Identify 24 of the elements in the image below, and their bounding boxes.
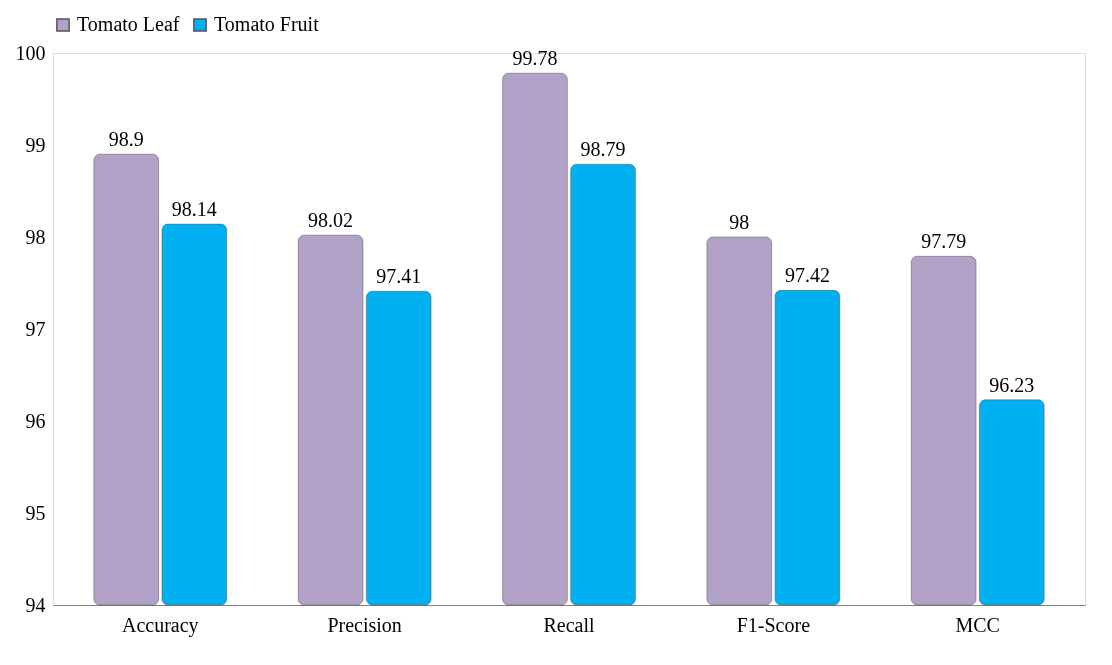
legend-label: Tomato Leaf bbox=[77, 13, 180, 35]
legend-label: Tomato Fruit bbox=[214, 13, 320, 35]
data-label: 98.79 bbox=[580, 138, 626, 161]
data-label: 97.79 bbox=[921, 230, 967, 253]
data-label: 99.78 bbox=[512, 47, 558, 70]
y-tick-label: 100 bbox=[15, 41, 46, 64]
x-tick-label: MCC bbox=[955, 613, 1000, 636]
y-tick-label: 95 bbox=[25, 501, 46, 524]
x-tick-label: Accuracy bbox=[121, 613, 199, 637]
y-tick-label: 97 bbox=[25, 317, 46, 340]
y-tick-label: 94 bbox=[25, 593, 46, 616]
data-label: 97.41 bbox=[376, 265, 422, 288]
x-tick-label: Recall bbox=[543, 613, 595, 636]
data-label: 98.02 bbox=[308, 209, 354, 232]
x-tick-label: F1-Score bbox=[736, 613, 811, 636]
y-tick-label: 96 bbox=[25, 409, 46, 432]
data-label: 98 bbox=[729, 211, 750, 233]
y-tick-label: 98 bbox=[25, 225, 46, 248]
x-tick-label: Precision bbox=[327, 613, 402, 636]
data-label: 98.14 bbox=[171, 198, 217, 221]
data-label: 96.23 bbox=[989, 373, 1035, 396]
data-label: 97.42 bbox=[784, 264, 830, 287]
data-label: 98.9 bbox=[108, 128, 144, 151]
y-tick-label: 99 bbox=[25, 133, 46, 156]
